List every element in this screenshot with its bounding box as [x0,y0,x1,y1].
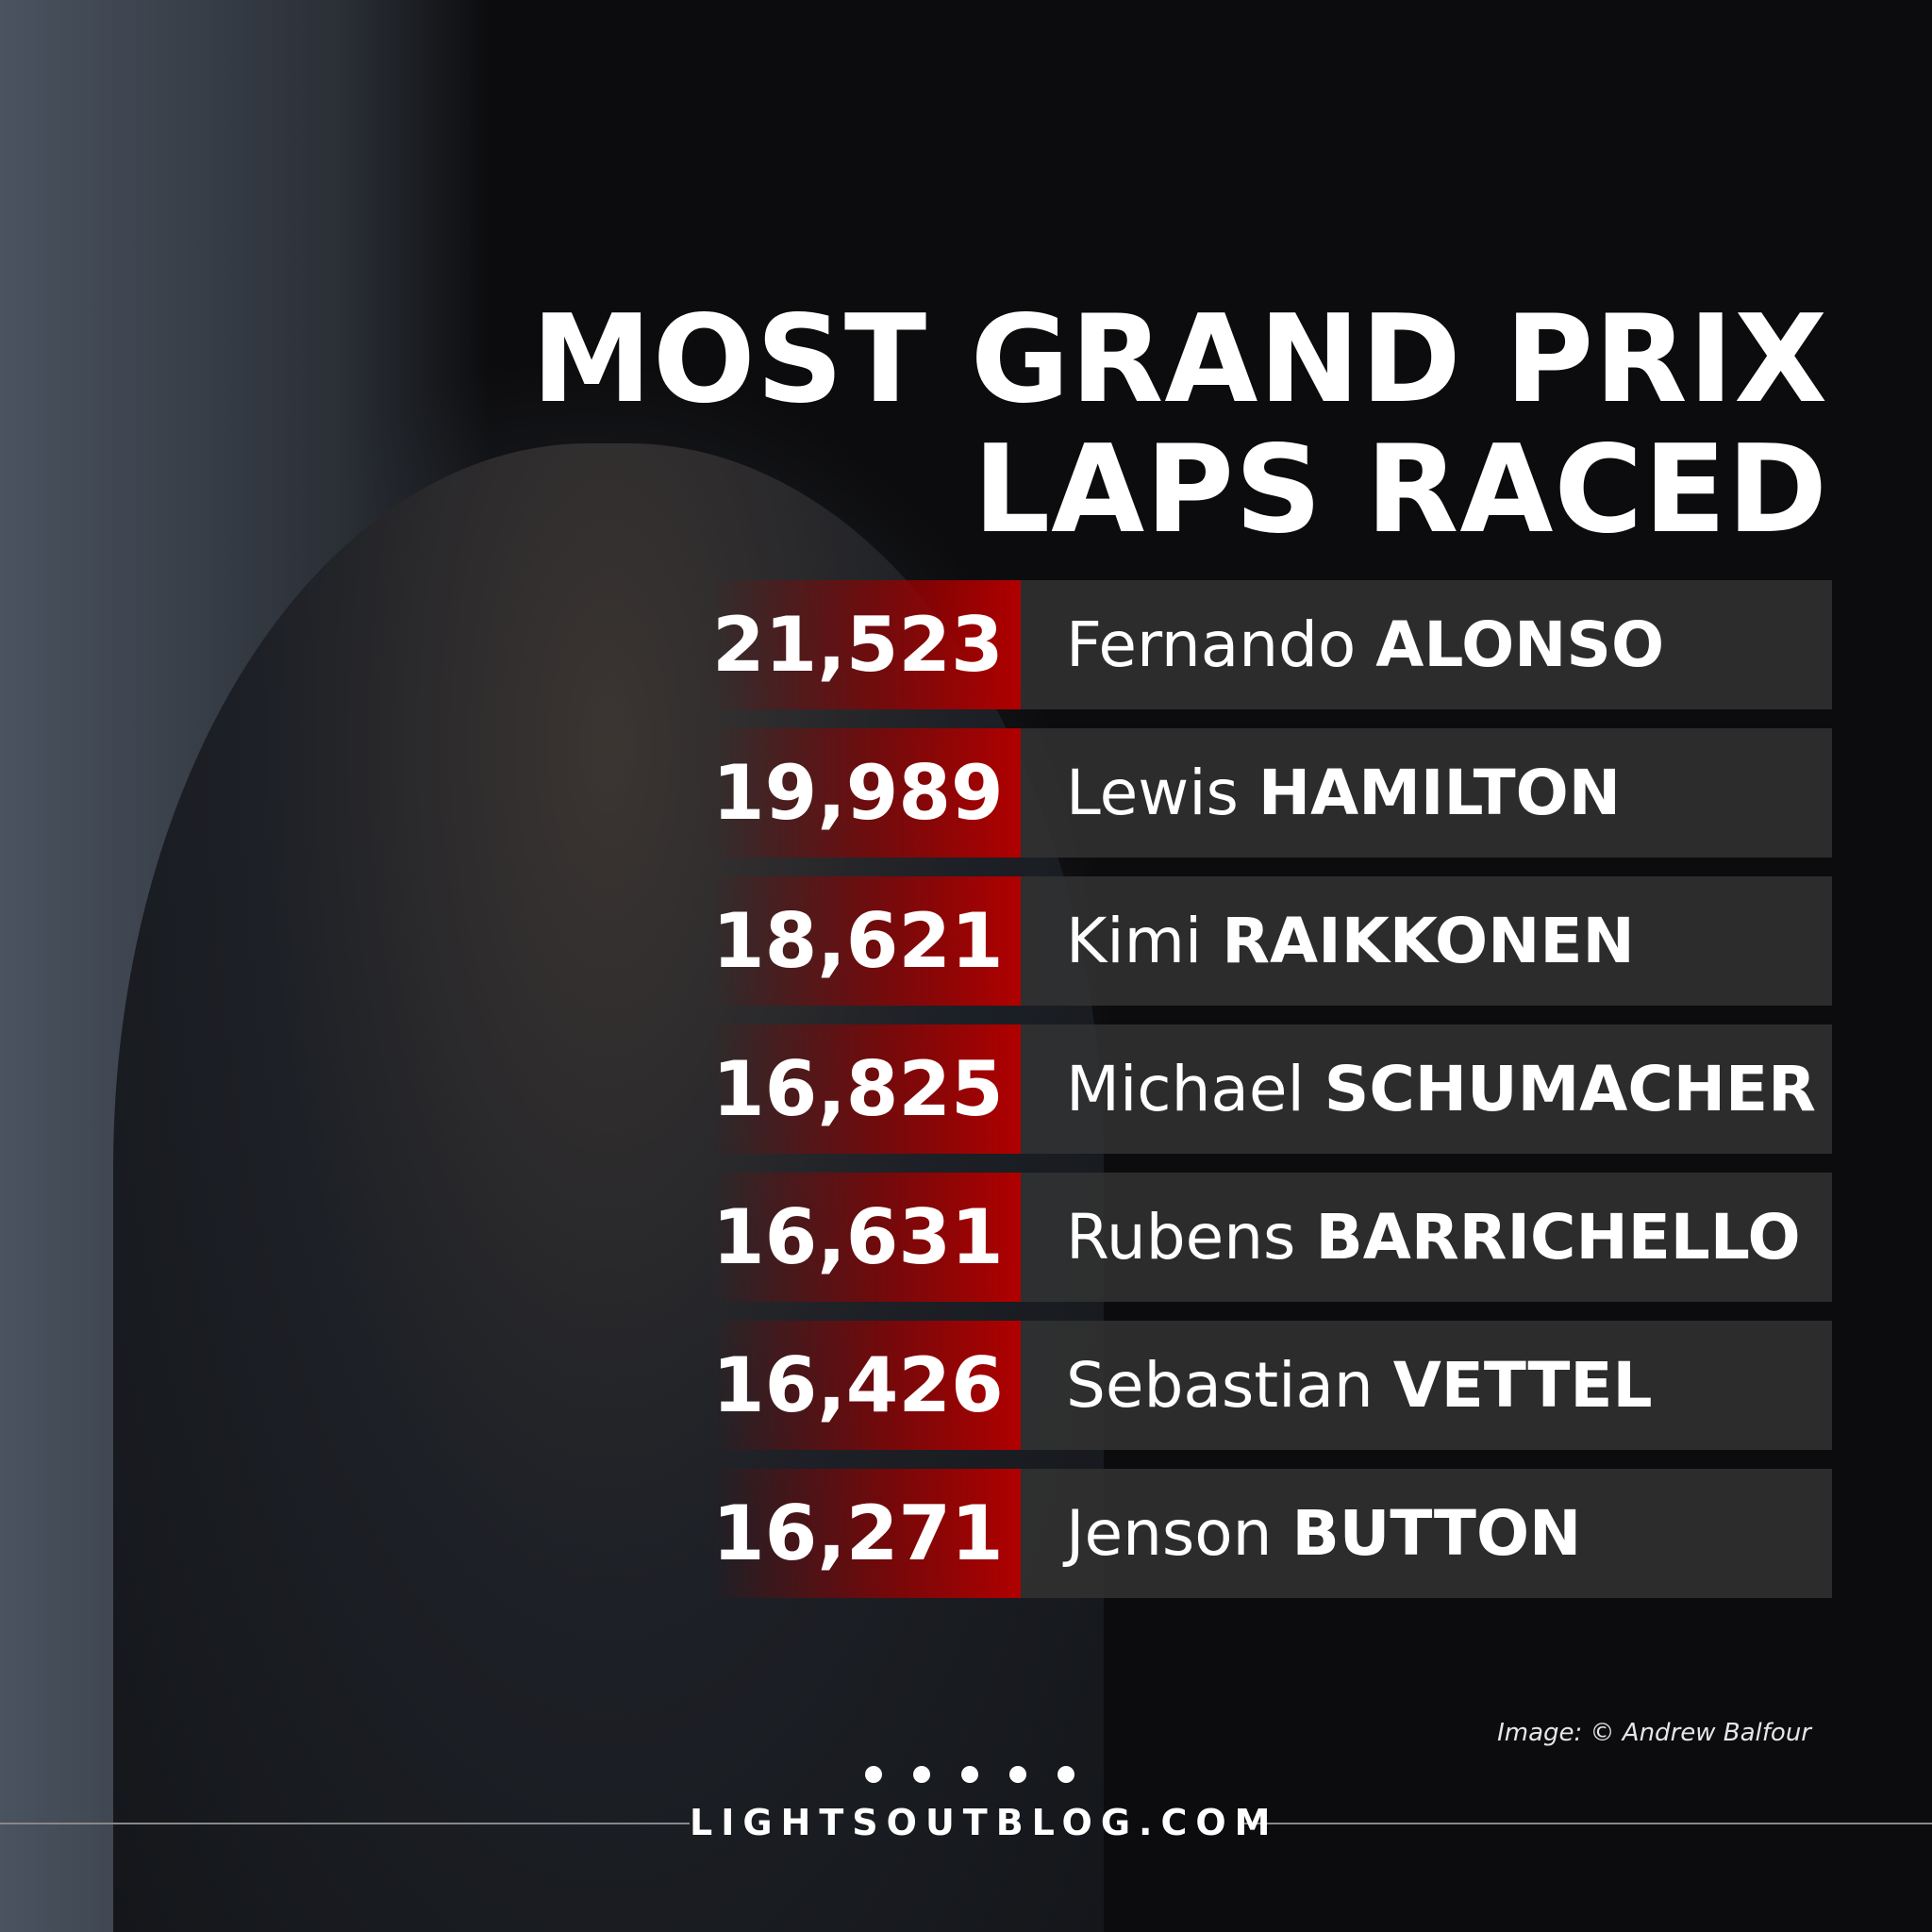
laps-value: 16,426 [712,1321,1021,1450]
dot [865,1766,882,1783]
laps-value: 16,271 [712,1469,1021,1598]
title-line: MOST GRAND PRIX [531,290,1828,430]
divider [1244,1823,1932,1824]
dot [1009,1766,1026,1783]
first-name: Kimi [1066,905,1203,977]
first-name: Rubens [1066,1201,1296,1274]
ranking-row: 16,825 Michael SCHUMACHER [712,1024,1832,1154]
driver-name: Fernando ALONSO [1021,580,1832,709]
last-name: BUTTON [1291,1497,1582,1570]
driver-name: Jenson BUTTON [1021,1469,1832,1598]
driver-name: Sebastian VETTEL [1021,1321,1832,1450]
driver-name: Lewis HAMILTON [1021,728,1832,858]
last-name: ALONSO [1375,608,1665,681]
laps-value: 16,631 [712,1173,1021,1302]
last-name: RAIKKONEN [1222,905,1635,977]
ranking-row: 16,631 Rubens BARRICHELLO [712,1173,1832,1302]
driver-name: Michael SCHUMACHER [1021,1024,1832,1154]
ranking-row: 21,523 Fernando ALONSO [712,580,1832,709]
ranking-row: 19,989 Lewis HAMILTON [712,728,1832,858]
last-name: HAMILTON [1257,757,1621,829]
ranking-row: 16,426 Sebastian VETTEL [712,1321,1832,1450]
dot [913,1766,930,1783]
driver-name: Kimi RAIKKONEN [1021,876,1832,1006]
ranking-row: 18,621 Kimi RAIKKONEN [712,876,1832,1006]
driver-name: Rubens BARRICHELLO [1021,1173,1832,1302]
first-name: Lewis [1066,757,1239,829]
first-name: Sebastian [1066,1349,1374,1422]
site-name: LIGHTSOUTBLOG.COM [690,1802,1279,1843]
divider [0,1823,690,1824]
last-name: BARRICHELLO [1315,1201,1801,1274]
ranking-row: 16,271 Jenson BUTTON [712,1469,1832,1598]
last-name: SCHUMACHER [1324,1053,1816,1125]
first-name: Michael [1066,1053,1305,1125]
laps-value: 21,523 [712,580,1021,709]
laps-value: 19,989 [712,728,1021,858]
laps-value: 18,621 [712,876,1021,1006]
title-line: LAPS RACED [973,420,1828,560]
dot [1058,1766,1074,1783]
last-name: VETTEL [1392,1349,1653,1422]
dot [961,1766,978,1783]
image-credit: Image: © Andrew Balfour [1497,1719,1811,1747]
laps-value: 16,825 [712,1024,1021,1154]
first-name: Fernando [1066,608,1357,681]
first-name: Jenson [1066,1497,1273,1570]
